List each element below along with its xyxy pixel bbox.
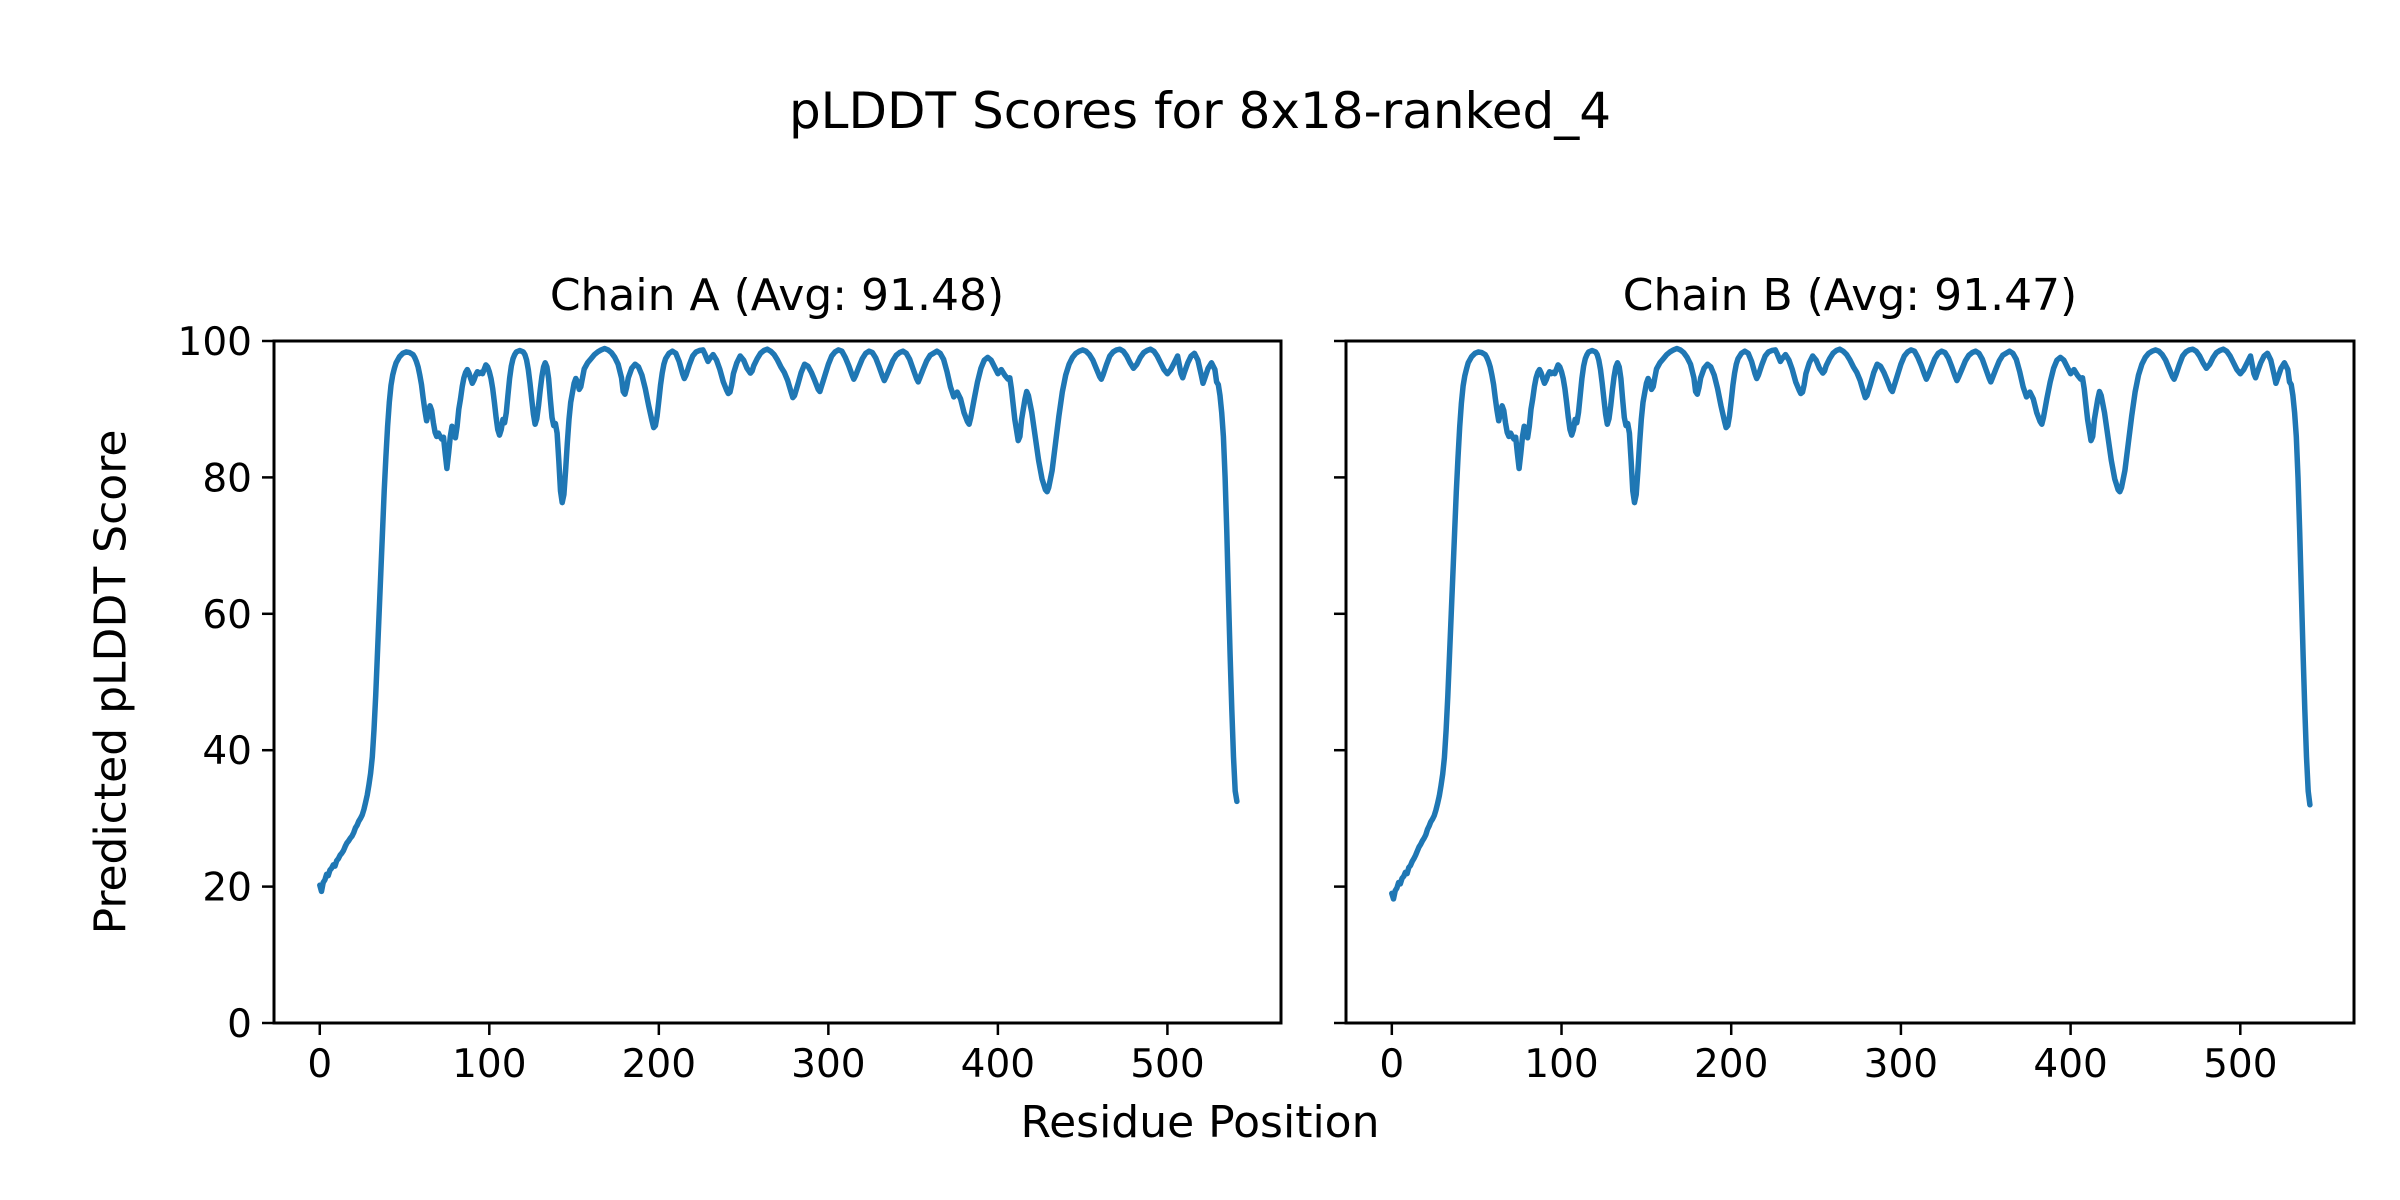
y-tick-label: 100 <box>178 320 252 365</box>
x-tick-label: 400 <box>2033 1042 2107 1087</box>
x-tick-label: 100 <box>452 1042 526 1087</box>
y-tick-label: 0 <box>227 1002 252 1047</box>
figure-title: pLDDT Scores for 8x18-ranked_4 <box>788 82 1612 140</box>
x-axis-label: Residue Position <box>1020 1097 1380 1148</box>
plddt-line-chain-a <box>317 345 1240 895</box>
plot-frame <box>1344 339 2356 1025</box>
y-tick-label: 60 <box>202 593 252 638</box>
y-tick-label: 80 <box>202 456 252 501</box>
x-tick-label: 500 <box>2203 1042 2277 1087</box>
x-tick-label: 300 <box>791 1042 865 1087</box>
x-tick-label: 300 <box>1864 1042 1938 1087</box>
subplot-title-chain-b: Chain B (Avg: 91.47) <box>1622 270 2078 321</box>
y-axis-label: Predicted pLDDT Score <box>85 429 137 935</box>
y-tick-label: 40 <box>202 729 252 774</box>
x-tick-label: 0 <box>1379 1042 1404 1087</box>
x-tick-label: 100 <box>1524 1042 1598 1087</box>
x-tick-label: 0 <box>307 1042 332 1087</box>
x-tick-label: 200 <box>1694 1042 1768 1087</box>
subplot-title-chain-a: Chain A (Avg: 91.48) <box>549 270 1005 321</box>
x-tick-label: 400 <box>961 1042 1035 1087</box>
x-tick-label: 500 <box>1130 1042 1204 1087</box>
plot-frame <box>272 339 1283 1025</box>
y-tick-label: 20 <box>202 866 252 911</box>
plddt-line-chain-b <box>1389 345 2313 902</box>
x-tick-label: 200 <box>622 1042 696 1087</box>
axes-chain-a: 0 100 200 300 400 500 0 20 40 60 80 100 <box>178 320 1283 1087</box>
axes-chain-b: 0 100 200 300 400 500 <box>1334 339 2356 1087</box>
